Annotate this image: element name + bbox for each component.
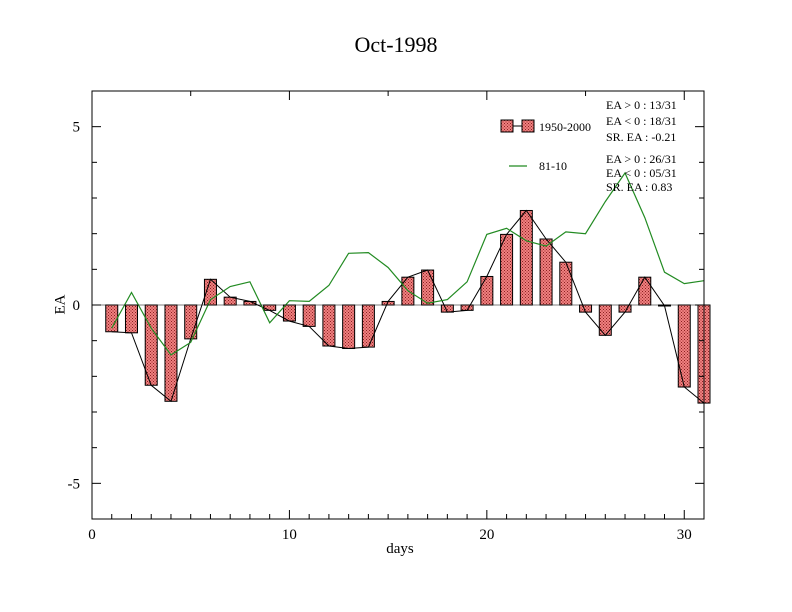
series-line-81-10	[111, 171, 705, 356]
stats-81-10-line: EA < 0 : 05/31	[606, 166, 677, 180]
y-tick-label: 5	[73, 120, 81, 136]
bar-day-21	[500, 233, 514, 306]
bar-day-9	[263, 304, 277, 311]
bar-day-20	[480, 275, 494, 306]
bar-day-13	[342, 304, 356, 350]
legend-label-81-10: 81-10	[539, 159, 567, 173]
stats-1950-2000-line: SR. EA : -0.21	[606, 130, 676, 144]
stats-81-10-line: SR. EA : 0.83	[606, 180, 672, 194]
x-axis-label: days	[386, 541, 414, 557]
x-tick-label: 20	[479, 527, 494, 543]
legend-label-1950-2000: 1950-2000	[539, 120, 591, 134]
stats-1950-2000-line: EA < 0 : 18/31	[606, 114, 677, 128]
x-tick-label: 0	[88, 527, 96, 543]
legend-swatch-1950-2000	[500, 119, 514, 133]
stats-81-10-line: EA > 0 : 26/31	[606, 152, 677, 166]
bar-day-2	[124, 304, 138, 334]
bar-day-11	[302, 304, 316, 327]
y-tick-label: 0	[73, 298, 81, 314]
bar-day-14	[361, 304, 375, 348]
bar-day-28	[638, 276, 652, 306]
x-tick-label: 30	[677, 527, 692, 543]
bar-day-22	[519, 209, 533, 306]
legend-swatch-1950-2000	[521, 119, 535, 133]
stats-1950-2000-line: EA > 0 : 13/31	[606, 98, 677, 112]
bar-day-23	[539, 238, 553, 306]
bar-day-12	[322, 304, 336, 347]
chart-title: Oct-1998	[354, 32, 438, 57]
bar-day-17	[421, 269, 435, 306]
y-tick-label: -5	[68, 476, 81, 492]
y-axis-label: EA	[52, 294, 69, 315]
bar-day-24	[559, 261, 573, 306]
bar-day-30	[677, 304, 691, 388]
x-tick-label: 10	[282, 527, 297, 543]
series-line-1950-2000	[111, 209, 705, 404]
